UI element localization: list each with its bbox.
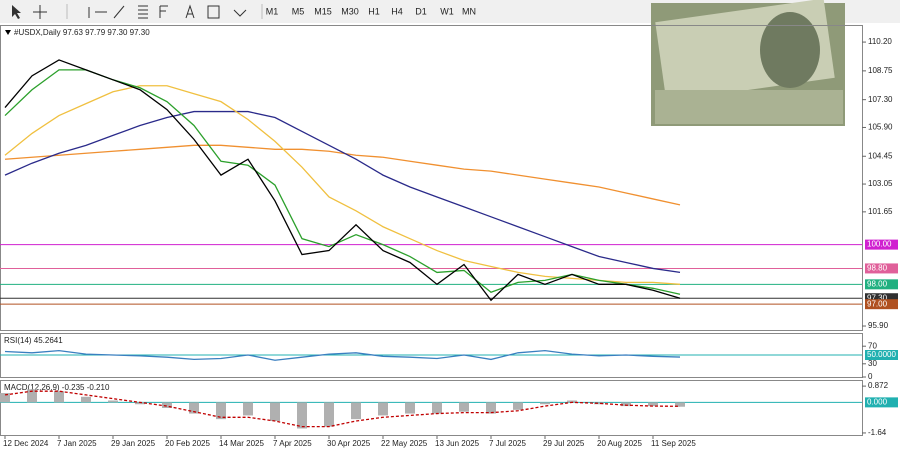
- crosshair-tool[interactable]: [33, 5, 47, 19]
- histogram-bar: [621, 402, 631, 407]
- y-tick-label: 108.75: [868, 66, 893, 75]
- x-tick-label: 20 Aug 2025: [597, 439, 642, 448]
- histogram-bar: [675, 402, 685, 407]
- histogram-bar: [297, 402, 307, 429]
- signal-line: [4, 390, 681, 428]
- banknote: [655, 90, 843, 124]
- timeframe-button[interactable]: H4: [391, 6, 403, 16]
- histogram-bar: [54, 391, 64, 403]
- y-tick-label: 30: [868, 359, 877, 368]
- histogram-bar: [594, 402, 604, 405]
- trendline-tool[interactable]: [113, 5, 125, 19]
- level-label: 98.80: [867, 264, 888, 273]
- cursor-tool[interactable]: [12, 5, 21, 19]
- histogram-bar: [27, 389, 37, 403]
- histogram-bar: [324, 402, 334, 427]
- fibo-tool[interactable]: [159, 5, 168, 18]
- timeframe-button[interactable]: D1: [415, 6, 427, 16]
- y-tick-label: 107.30: [868, 95, 893, 104]
- x-tick-label: 12 Dec 2024: [3, 439, 49, 448]
- level-label: 50.0000: [867, 350, 896, 359]
- x-tick-label: 20 Feb 2025: [165, 439, 210, 448]
- panel-title: MACD(12,26,9) -0.235 -0.210: [4, 383, 110, 392]
- x-tick-label: 11 Sep 2025: [651, 439, 696, 448]
- y-tick-label: 105.90: [868, 123, 893, 132]
- level-label: 97.00: [867, 299, 888, 308]
- y-tick-label: 104.45: [868, 151, 893, 160]
- y-tick-label: 101.65: [868, 207, 893, 216]
- price-line: [4, 59, 681, 302]
- histogram-bar: [135, 402, 145, 405]
- portrait: [760, 12, 820, 88]
- histogram-bar: [648, 402, 658, 407]
- panel-frame: [0, 380, 863, 436]
- level-label-bg: [865, 263, 898, 274]
- level-label: 100.00: [867, 240, 892, 249]
- histogram-bar: [432, 402, 442, 414]
- level-label-bg: [865, 279, 898, 290]
- timeframe-button[interactable]: MN: [462, 6, 476, 16]
- level-label: 97.30: [867, 293, 888, 302]
- x-tick-label: 29 Jan 2025: [111, 439, 156, 448]
- indicator-line: [4, 349, 681, 361]
- histogram-bar: [486, 402, 496, 414]
- histogram-bar: [0, 393, 10, 403]
- histogram-bar: [243, 402, 253, 416]
- histogram-bar: [270, 402, 280, 422]
- histogram-bar: [567, 400, 577, 403]
- histogram-bar: [108, 400, 118, 403]
- histogram-bar: [162, 402, 172, 408]
- dollar-image: [651, 0, 845, 126]
- x-tick-label: 30 Apr 2025: [327, 439, 371, 448]
- y-tick-label: 95.90: [868, 321, 889, 330]
- channel-tool[interactable]: [138, 5, 148, 19]
- timeframe-button[interactable]: M1: [266, 6, 279, 16]
- y-tick-label: 103.05: [868, 179, 893, 188]
- timeframe-button[interactable]: M15: [314, 6, 332, 16]
- x-tick-label: 14 Mar 2025: [219, 439, 264, 448]
- level-label-bg: [865, 299, 898, 310]
- panel-title: #USDX,Daily 97.63 97.79 97.30 97.30: [14, 28, 150, 37]
- x-tick-label: 22 May 2025: [381, 439, 428, 448]
- histogram-bar: [189, 402, 199, 414]
- x-tick-label: 7 Jul 2025: [489, 439, 526, 448]
- level-label-bg: [865, 397, 898, 408]
- level-label: 98.00: [867, 279, 888, 288]
- panel-frame: [0, 25, 863, 331]
- histogram-bar: [81, 396, 91, 403]
- timeframe-button[interactable]: W1: [440, 6, 454, 16]
- y-tick-label: -1.64: [868, 428, 887, 437]
- y-tick-label: 0: [868, 372, 873, 381]
- histogram-bar: [540, 402, 550, 405]
- panel-title: RSI(14) 45.2641: [4, 336, 63, 345]
- marker: [5, 30, 11, 35]
- price-line: [4, 110, 681, 274]
- x-tick-label: 7 Apr 2025: [273, 439, 312, 448]
- level-label-bg: [865, 293, 898, 304]
- x-tick-label: 13 Jun 2025: [435, 439, 480, 448]
- histogram-bar: [459, 402, 469, 412]
- timeframe-button[interactable]: M5: [292, 6, 305, 16]
- y-tick-label: 0.872: [868, 381, 889, 390]
- y-tick-label: 110.20: [868, 37, 892, 46]
- shapes-tool[interactable]: [233, 9, 247, 17]
- histogram-bar: [378, 402, 388, 416]
- y-tick-label: 70: [868, 341, 877, 350]
- price-line: [4, 85, 681, 285]
- level-label-bg: [865, 350, 898, 360]
- timeframe-button[interactable]: M30: [341, 6, 359, 16]
- level-label: 0.000: [867, 397, 888, 406]
- histogram-bar: [513, 402, 523, 410]
- histogram-bar: [351, 402, 361, 420]
- level-label-bg: [865, 239, 898, 250]
- histogram-bar: [405, 402, 415, 414]
- histogram-bar: [216, 402, 226, 420]
- timeframe-button[interactable]: H1: [368, 6, 380, 16]
- label-tool[interactable]: [207, 5, 220, 19]
- x-tick-label: 7 Jan 2025: [57, 439, 97, 448]
- x-tick-label: 29 Jul 2025: [543, 439, 585, 448]
- text-tool[interactable]: [185, 4, 195, 19]
- price-line: [4, 144, 681, 206]
